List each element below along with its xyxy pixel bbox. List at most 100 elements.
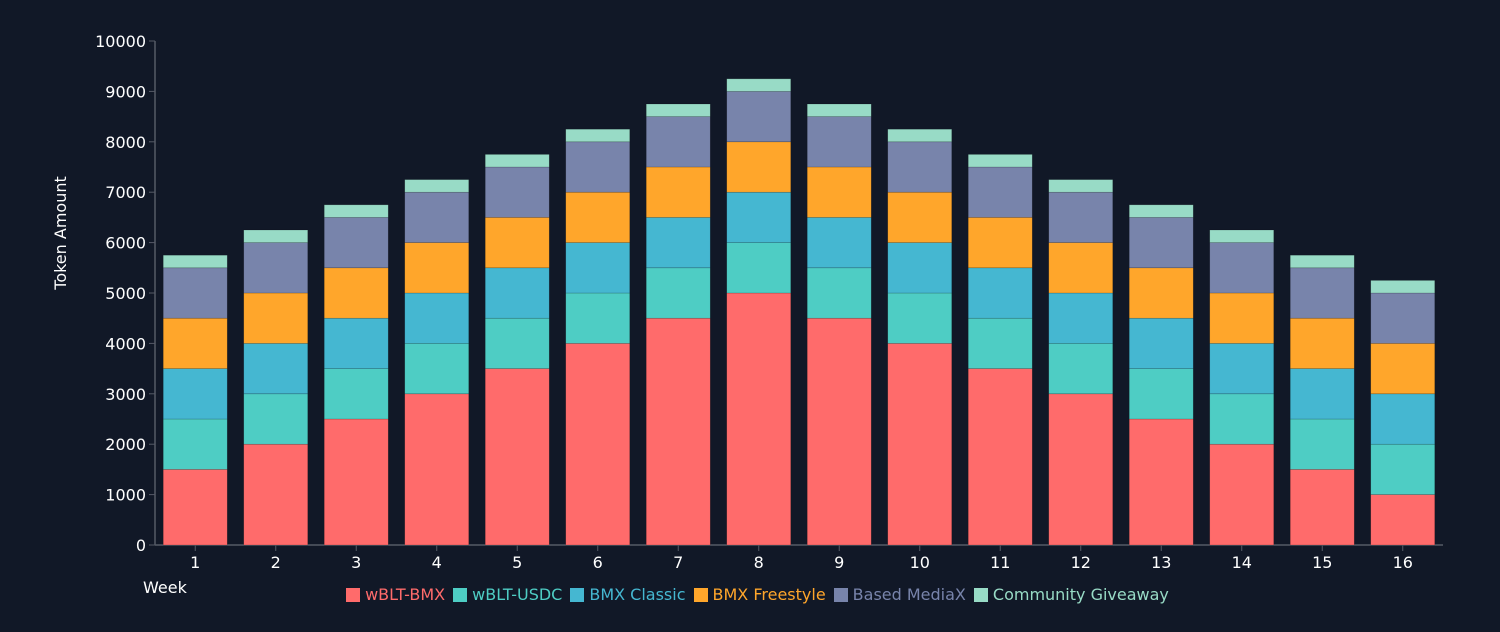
legend-item-wblt-usdc[interactable]: wBLT-USDC — [453, 585, 562, 604]
bar-wblt-usdc-week-12 — [1048, 343, 1114, 395]
bar-wblt-bmx-week-2 — [243, 443, 309, 546]
bar-based-mediax-week-9 — [806, 116, 872, 168]
bar-wblt-usdc-week-9 — [806, 267, 872, 319]
bar-based-mediax-week-11 — [967, 166, 1033, 218]
y-tick-label: 5000 — [105, 284, 146, 303]
x-tick-label: 4 — [432, 553, 442, 572]
y-tick-label: 9000 — [105, 82, 146, 101]
bar-wblt-bmx-week-14 — [1209, 443, 1275, 546]
x-tick-label: 7 — [673, 553, 683, 572]
bar-bmx-classic-week-12 — [1048, 292, 1114, 344]
bar-based-mediax-week-2 — [243, 242, 309, 294]
bar-bmx-classic-week-4 — [404, 292, 470, 344]
bar-wblt-bmx-week-7 — [645, 317, 711, 546]
bar-community-giveaway-week-8 — [726, 78, 792, 92]
bar-wblt-bmx-week-1 — [162, 469, 228, 546]
x-tick-label: 15 — [1312, 553, 1332, 572]
x-tick-label: 8 — [754, 553, 764, 572]
legend-label: wBLT-BMX — [365, 585, 446, 604]
bar-based-mediax-week-12 — [1048, 191, 1114, 243]
bar-bmx-freestyle-week-9 — [806, 166, 872, 218]
y-tick-label: 10000 — [95, 32, 146, 51]
bar-bmx-freestyle-week-8 — [726, 141, 792, 193]
bar-bmx-classic-week-14 — [1209, 343, 1275, 395]
bar-bmx-classic-week-7 — [645, 217, 711, 269]
legend-item-community-giveaway[interactable]: Community Giveaway — [973, 585, 1169, 604]
bar-wblt-bmx-week-10 — [887, 343, 953, 546]
bar-bmx-freestyle-week-12 — [1048, 242, 1114, 294]
bar-bmx-freestyle-week-2 — [243, 292, 309, 344]
legend: wBLT-BMX wBLT-USDC BMX Classic BMX Freestyl… — [0, 585, 1500, 604]
x-tick-label: 12 — [1071, 553, 1091, 572]
bar-wblt-usdc-week-15 — [1289, 418, 1355, 470]
bar-wblt-usdc-week-4 — [404, 343, 470, 395]
bar-community-giveaway-week-14 — [1209, 229, 1275, 243]
bar-based-mediax-week-14 — [1209, 242, 1275, 294]
bar-bmx-freestyle-week-10 — [887, 191, 953, 243]
bar-bmx-classic-week-8 — [726, 191, 792, 243]
y-tick-label: 1000 — [105, 486, 146, 505]
bar-wblt-usdc-week-2 — [243, 393, 309, 445]
bar-wblt-usdc-week-3 — [323, 368, 389, 420]
bar-based-mediax-week-10 — [887, 141, 953, 193]
bar-wblt-usdc-week-13 — [1128, 368, 1194, 420]
bar-based-mediax-week-4 — [404, 191, 470, 243]
bar-wblt-usdc-week-7 — [645, 267, 711, 319]
bar-bmx-freestyle-week-4 — [404, 242, 470, 294]
legend-swatch — [973, 587, 988, 602]
bar-community-giveaway-week-11 — [967, 154, 1033, 168]
y-tick-label: 6000 — [105, 234, 146, 253]
legend-label: Community Giveaway — [992, 585, 1169, 604]
x-axis-label: Week — [143, 578, 188, 597]
bar-bmx-classic-week-9 — [806, 217, 872, 269]
bar-based-mediax-week-5 — [484, 166, 550, 218]
legend-label: BMX Classic — [589, 585, 686, 604]
legend-swatch — [570, 587, 585, 602]
bar-based-mediax-week-8 — [726, 91, 792, 143]
bar-bmx-freestyle-week-3 — [323, 267, 389, 319]
bar-community-giveaway-week-10 — [887, 128, 953, 143]
bar-wblt-usdc-week-11 — [967, 317, 1033, 369]
y-tick-label: 7000 — [105, 183, 146, 202]
bar-wblt-bmx-week-3 — [323, 418, 389, 546]
bar-wblt-usdc-week-10 — [887, 292, 953, 344]
x-tick-label: 3 — [351, 553, 361, 572]
bar-community-giveaway-week-15 — [1289, 254, 1355, 269]
x-tick-label: 5 — [512, 553, 522, 572]
x-tick-label: 14 — [1232, 553, 1252, 572]
legend-item-wblt-bmx[interactable]: wBLT-BMX — [346, 585, 445, 604]
bar-based-mediax-week-15 — [1289, 267, 1355, 319]
y-tick-label: 3000 — [105, 385, 146, 404]
bar-based-mediax-week-6 — [565, 141, 631, 193]
bar-wblt-usdc-week-16 — [1370, 443, 1436, 495]
bar-based-mediax-week-16 — [1370, 292, 1436, 344]
x-tick-label: 13 — [1151, 553, 1171, 572]
bar-bmx-freestyle-week-1 — [162, 317, 228, 369]
bar-community-giveaway-week-4 — [404, 179, 470, 193]
legend-item-bmx-classic[interactable]: BMX Classic — [570, 585, 686, 604]
legend-item-bmx-freestyle[interactable]: BMX Freestyle — [693, 585, 826, 604]
bar-wblt-bmx-week-12 — [1048, 393, 1114, 546]
bar-community-giveaway-week-5 — [484, 154, 550, 168]
legend-swatch — [346, 587, 361, 602]
legend-label: BMX Freestyle — [712, 585, 826, 604]
bar-community-giveaway-week-12 — [1048, 179, 1114, 193]
bar-bmx-freestyle-week-11 — [967, 217, 1033, 269]
bar-bmx-freestyle-week-15 — [1289, 317, 1355, 369]
x-tick-label: 1 — [190, 553, 200, 572]
bar-bmx-classic-week-13 — [1128, 317, 1194, 369]
legend-label: wBLT-USDC — [472, 585, 563, 604]
bar-bmx-freestyle-week-6 — [565, 191, 631, 243]
bar-based-mediax-week-13 — [1128, 217, 1194, 269]
bar-wblt-bmx-week-6 — [565, 343, 631, 546]
bar-bmx-classic-week-11 — [967, 267, 1033, 319]
legend-label: Based MediaX — [852, 585, 966, 604]
y-tick-label: 4000 — [105, 334, 146, 353]
y-tick-label: 2000 — [105, 435, 146, 454]
bar-community-giveaway-week-9 — [806, 103, 872, 117]
bar-community-giveaway-week-16 — [1370, 280, 1436, 294]
legend-swatch — [453, 587, 468, 602]
legend-item-based-mediax[interactable]: Based MediaX — [833, 585, 966, 604]
bar-wblt-bmx-week-4 — [404, 393, 470, 546]
